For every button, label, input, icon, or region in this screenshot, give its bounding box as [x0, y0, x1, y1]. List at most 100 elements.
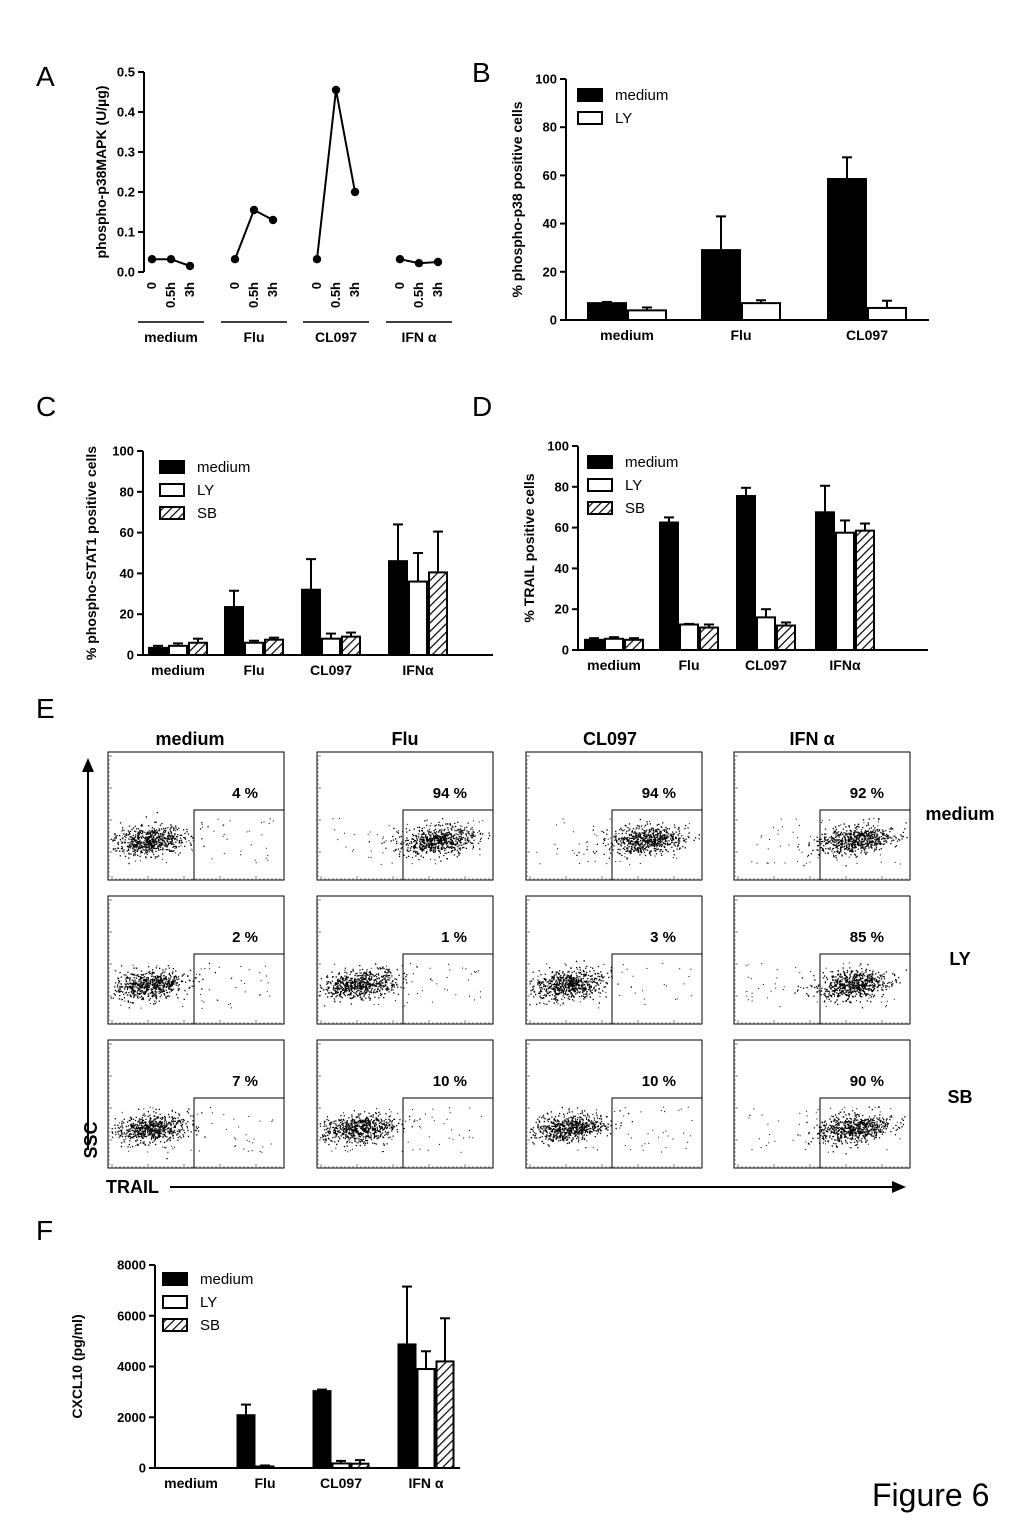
category-label: medium: [600, 327, 654, 343]
flow-gate: [611, 809, 702, 880]
y-tick-label: 0.4: [117, 105, 136, 120]
flow-percentage: 4 %: [232, 785, 258, 802]
flow-events: [110, 962, 271, 1009]
category-label: IFNα: [402, 662, 434, 678]
x-tick-label: 0: [392, 282, 407, 289]
flow-row-label: LY: [949, 949, 970, 969]
bar: [741, 302, 781, 322]
x-tick-label: 3h: [347, 282, 362, 297]
y-tick-label: 60: [555, 520, 569, 535]
flow-column-label: CL097: [583, 729, 637, 749]
legend-swatch: [577, 88, 603, 102]
legend-label: medium: [615, 87, 668, 104]
x-tick-label: 0.5h: [411, 282, 426, 308]
panel-c-bar-chart: 0 20 40 60 80 100 % phospho-STAT1 positive cel…: [83, 444, 493, 678]
data-point: [350, 187, 360, 197]
y-tick-label: 0.1: [117, 225, 135, 240]
group-label: medium: [144, 329, 198, 345]
legend-swatch: [162, 1272, 188, 1286]
panel-b-bar-chart: 0 20 40 60 80 100 % phospho-p38 positive cells…: [509, 72, 929, 343]
y-tick-label: 80: [120, 484, 134, 499]
y-tick-label: 20: [555, 602, 569, 617]
category-label: CL097: [310, 662, 352, 678]
y-tick-label: 100: [112, 444, 134, 459]
panel-letter-f: F: [36, 1215, 53, 1246]
category-label: CL097: [320, 1475, 362, 1491]
flow-plot-frame: [316, 895, 494, 1025]
category-label: medium: [587, 657, 641, 673]
bar: [236, 1414, 256, 1469]
bar: [168, 644, 188, 657]
y-tick-label: 4000: [117, 1359, 146, 1374]
bar: [350, 1462, 370, 1470]
x-tick-label: 0: [309, 282, 324, 289]
bar: [679, 623, 699, 651]
y-tick-label: 0: [127, 648, 134, 663]
y-tick-label: 8000: [117, 1258, 146, 1273]
x-tick-label: 0.5h: [163, 282, 178, 308]
flow-row-label: SB: [947, 1087, 972, 1107]
flow-plot-frame: [107, 1039, 285, 1169]
flow-gate: [193, 1097, 284, 1168]
y-tick-label: 80: [543, 120, 557, 135]
bar: [224, 606, 244, 656]
bar: [341, 635, 361, 657]
panel-letter-d: D: [472, 391, 492, 422]
y-tick-label: 40: [120, 566, 134, 581]
panel-letter-e: E: [36, 693, 55, 724]
flow-column-label: IFN α: [789, 729, 834, 749]
flow-events: [110, 811, 274, 865]
bar: [188, 641, 208, 657]
y-tick-label: 20: [120, 607, 134, 622]
bar: [587, 302, 627, 322]
category-label: IFN α: [408, 1475, 443, 1491]
category-label: CL097: [745, 657, 787, 673]
trail-axis-title: TRAIL: [106, 1177, 159, 1197]
flow-percentage: 3 %: [650, 929, 676, 946]
bar: [408, 580, 428, 656]
y-tick-label: 0: [139, 1461, 146, 1476]
trail-arrow-head: [892, 1181, 906, 1193]
y-tick-label: 20: [543, 264, 557, 279]
data-point: [268, 215, 278, 225]
flow-row-label: medium: [925, 804, 994, 824]
bar: [397, 1343, 417, 1469]
bar: [416, 1368, 436, 1469]
panel-a-line-chart: 0.0 0.1 0.2 0.3 0.4 0.5 phospho-p38MAPK (U/µg)…: [93, 65, 452, 345]
flow-gate: [611, 1097, 702, 1168]
flow-gate: [819, 953, 910, 1024]
flow-events: [319, 1106, 482, 1153]
bar: [428, 571, 448, 657]
legend-label: medium: [200, 1271, 253, 1288]
legend-swatch: [159, 483, 185, 497]
flow-gate: [193, 953, 284, 1024]
y-tick-label: 0.3: [117, 145, 135, 160]
flow-gate: [819, 809, 910, 880]
bar: [701, 249, 741, 321]
category-label: Flu: [255, 1475, 276, 1491]
panel-letter-a: A: [36, 61, 55, 92]
panel-letter-b: B: [472, 57, 491, 88]
flow-events: [529, 960, 692, 1009]
x-tick-label: 0.5h: [246, 282, 261, 308]
bar: [659, 521, 679, 651]
bar: [756, 616, 776, 651]
data-point: [166, 255, 176, 264]
flow-plot-frame: [733, 751, 911, 881]
y-axis-title: phospho-p38MAPK (U/µg): [93, 86, 109, 259]
y-tick-label: 6000: [117, 1308, 146, 1323]
legend-swatch: [587, 478, 613, 492]
x-tick-label: 3h: [265, 282, 280, 297]
flow-plot-frame: [733, 1039, 911, 1169]
y-tick-label: 40: [543, 216, 557, 231]
legend-swatch: [587, 455, 613, 469]
category-label: Flu: [679, 657, 700, 673]
legend-swatch: [577, 111, 603, 125]
bar: [312, 1390, 332, 1470]
flow-plot-frame: [525, 751, 703, 881]
y-axis-title: % phospho-STAT1 positive cells: [83, 446, 99, 660]
data-point: [249, 205, 259, 215]
legend-swatch: [159, 460, 185, 474]
flow-percentage: 92 %: [850, 785, 884, 802]
